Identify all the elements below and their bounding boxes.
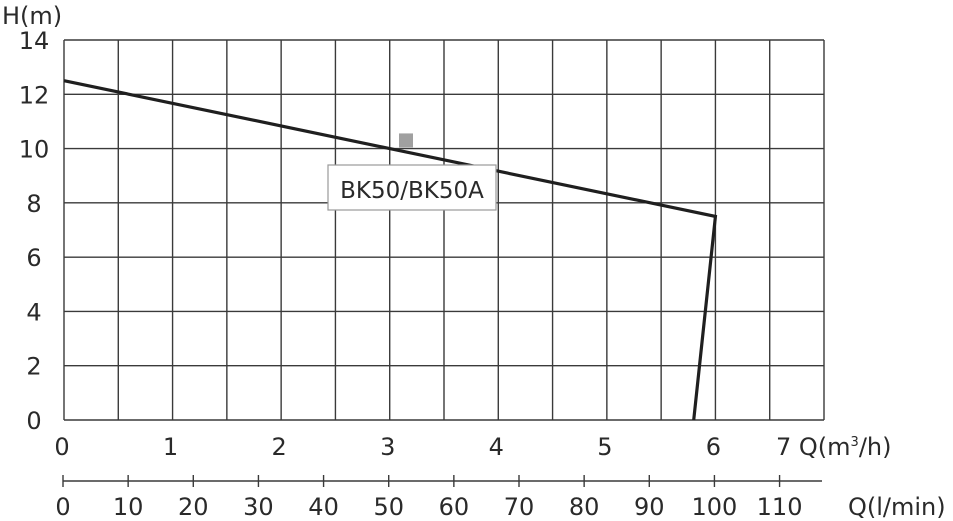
x-secondary-tick-label: 60 [439, 493, 470, 521]
y-tick-label: 2 [26, 353, 41, 381]
x-tick-label: 2 [272, 433, 287, 461]
x-secondary-tick-label: 90 [634, 493, 665, 521]
y-tick-label: 10 [19, 136, 50, 164]
legend-label: BK50/BK50A [340, 178, 484, 204]
x-tick-label: 5 [597, 433, 612, 461]
y-tick-label: 8 [26, 190, 41, 218]
grid [63, 39, 825, 421]
x-secondary-tick-label: 70 [504, 493, 535, 521]
x-secondary-tick-label: 40 [308, 493, 339, 521]
x-tick-label: 3 [380, 433, 395, 461]
x-secondary-tick-label: 100 [692, 493, 738, 521]
y-tick-label: 0 [26, 407, 41, 435]
x-tick-label: 6 [706, 433, 721, 461]
x-secondary-tick-label: 30 [243, 493, 274, 521]
y-axis-label: H(m) [2, 2, 62, 30]
x-secondary-axis-label: Q(l/min) [848, 493, 946, 521]
pump-curve-line [63, 79, 718, 421]
y-tick-label: 14 [19, 27, 50, 55]
legend-box [327, 164, 497, 211]
x-secondary-tick-label: 10 [113, 493, 144, 521]
x-tick-label: 1 [163, 433, 178, 461]
x-axis-label: 7 Q(m3/h) [776, 433, 891, 461]
x-secondary-tick-label: 80 [569, 493, 600, 521]
x-tick-label: 0 [54, 433, 69, 461]
y-tick-label: 6 [26, 244, 41, 272]
x-tick-label: 4 [489, 433, 504, 461]
y-tick-label: 12 [19, 81, 50, 109]
x-secondary-tick-label: 50 [373, 493, 404, 521]
y-tick-label: 4 [26, 298, 41, 326]
operating-point-marker [399, 133, 413, 148]
x-secondary-tick-label: 0 [55, 493, 70, 521]
x-secondary-tick-label: 110 [757, 493, 803, 521]
x-secondary-tick-label: 20 [178, 493, 209, 521]
